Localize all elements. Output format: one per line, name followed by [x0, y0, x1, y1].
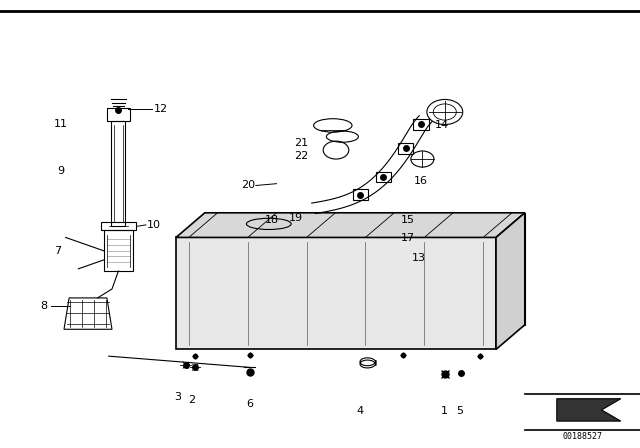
Text: 10: 10 [147, 220, 161, 230]
Text: 12: 12 [154, 104, 168, 114]
Text: 7: 7 [54, 246, 61, 256]
Text: 13: 13 [412, 253, 426, 263]
Bar [376, 172, 391, 182]
Text: 2: 2 [188, 395, 196, 405]
Text: 00188527: 00188527 [563, 432, 602, 441]
Text: 16: 16 [414, 176, 428, 186]
Text: 20: 20 [241, 181, 255, 190]
Bar [413, 119, 429, 129]
Text: 19: 19 [289, 213, 303, 223]
Bar [104, 230, 133, 271]
Text: 8: 8 [40, 301, 47, 310]
Text: 6: 6 [246, 399, 253, 409]
Bar [398, 143, 413, 154]
Text: 11: 11 [54, 119, 68, 129]
Polygon shape [176, 237, 496, 349]
Bar [107, 108, 130, 121]
Text: 21: 21 [294, 138, 308, 148]
Text: 4: 4 [356, 406, 364, 416]
Polygon shape [557, 399, 621, 421]
Text: 22: 22 [294, 151, 308, 161]
Text: 17: 17 [401, 233, 415, 243]
Bar [111, 121, 125, 226]
Text: 15: 15 [401, 215, 415, 224]
Text: 5: 5 [456, 406, 463, 416]
Polygon shape [496, 213, 525, 349]
Text: 14: 14 [435, 120, 449, 129]
Bar [101, 222, 136, 230]
Text: 18: 18 [265, 215, 279, 224]
Polygon shape [205, 213, 525, 325]
Text: 9: 9 [57, 166, 65, 176]
Polygon shape [176, 213, 525, 237]
Text: 1: 1 [442, 406, 448, 416]
Bar [353, 189, 368, 200]
Text: 3: 3 [175, 392, 181, 402]
